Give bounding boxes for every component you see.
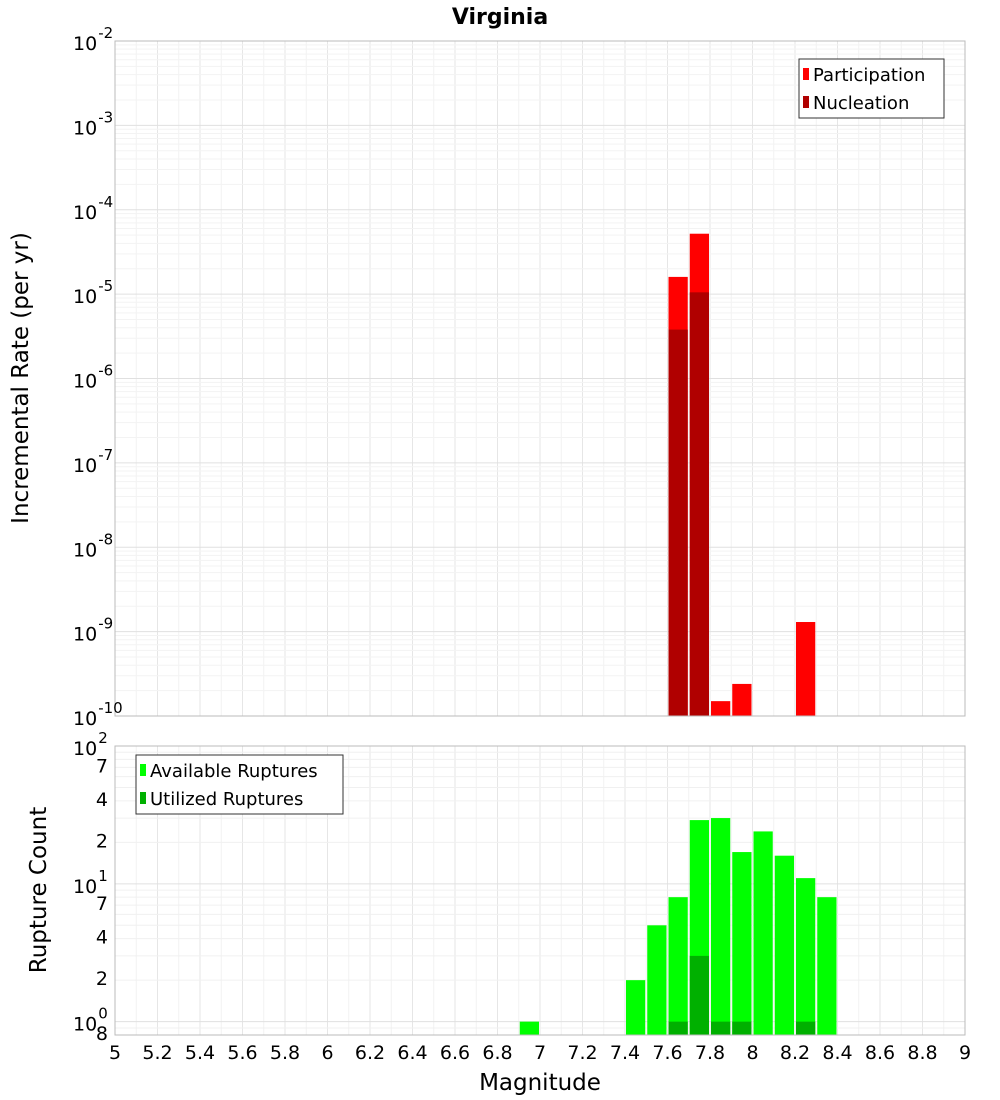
y-tick-label: 10-4 <box>73 193 113 224</box>
y-tick-exponent: -2 <box>98 24 113 42</box>
x-tick-label: 8 <box>746 1042 758 1064</box>
x-tick-label: 5.4 <box>185 1042 215 1064</box>
top-plot-border <box>114 40 966 717</box>
y-tick-exponent: -4 <box>98 193 113 211</box>
y-tick-label: 4 <box>96 927 108 949</box>
y-tick-label: 10-10 <box>73 699 123 730</box>
legend-swatch <box>140 764 146 776</box>
bottom-plot-border <box>114 745 966 1036</box>
top-y-axis-title: Incremental Rate (per yr) <box>8 232 34 524</box>
bar <box>668 1021 688 1035</box>
x-tick-label: 5 <box>109 1042 121 1064</box>
bottom-legend: Available Ruptures Utilized Ruptures <box>135 754 344 815</box>
bar <box>689 292 709 716</box>
bar <box>817 897 837 1035</box>
x-tick-labels: 5 5.2 5.4 5.6 5.8 6 6.2 6.4 6.6 6.8 7 7.2 7.4 7.6 7.8 8… <box>109 1042 971 1064</box>
y-tick-exponent: -9 <box>98 615 113 633</box>
x-tick-label: 7.2 <box>567 1042 597 1064</box>
x-tick-label: 7.8 <box>695 1042 725 1064</box>
y-tick-exponent: -7 <box>98 446 113 464</box>
y-tick-exponent: -5 <box>98 277 113 295</box>
bar <box>796 878 816 1035</box>
legend-swatch <box>140 792 146 804</box>
bar <box>647 925 667 1035</box>
legend-box <box>798 58 945 119</box>
legend-label: Available Ruptures <box>150 761 318 782</box>
y-tick-label: 10-8 <box>73 530 113 561</box>
x-tick-label: 5.6 <box>227 1042 257 1064</box>
y-tick-label: 10-9 <box>73 615 113 646</box>
bar <box>519 1021 539 1035</box>
x-axis-title: Magnitude <box>479 1070 601 1096</box>
y-tick-exponent: -6 <box>98 362 113 380</box>
x-tick-label: 9 <box>959 1042 971 1064</box>
y-tick-label: 10-7 <box>73 446 113 477</box>
x-tick-label: 7 <box>534 1042 546 1064</box>
top-gridlines <box>115 41 965 717</box>
x-tick-label: 6.8 <box>482 1042 512 1064</box>
bar <box>668 329 688 716</box>
bar <box>711 1021 731 1035</box>
legend-box <box>135 754 344 815</box>
y-tick-exponent: 0 <box>98 1005 108 1023</box>
x-tick-label: 6.4 <box>397 1042 427 1064</box>
y-tick-exponent: 1 <box>98 867 108 885</box>
y-tick-label: 8 <box>96 1023 108 1045</box>
bottom-y-axis-title: Rupture Count <box>26 807 52 973</box>
y-tick-label: 10-3 <box>73 108 113 139</box>
bar <box>711 701 731 716</box>
top-legend: Participation Nucleation <box>798 58 945 119</box>
bar <box>753 831 773 1035</box>
x-tick-label: 8.8 <box>907 1042 937 1064</box>
y-tick-label: 10-2 <box>73 24 113 55</box>
x-tick-label: 5.2 <box>142 1042 172 1064</box>
y-tick-label: 7 <box>96 893 108 915</box>
bar <box>732 852 752 1035</box>
bar <box>711 818 731 1035</box>
y-tick-exponent: -3 <box>98 108 113 126</box>
y-tick-label: 10-5 <box>73 277 113 308</box>
x-tick-label: 7.4 <box>610 1042 640 1064</box>
x-tick-label: 7.6 <box>652 1042 682 1064</box>
x-tick-label: 6.2 <box>355 1042 385 1064</box>
y-tick-exponent: -10 <box>98 699 123 717</box>
y-tick-label: 2 <box>96 968 108 990</box>
bar <box>732 683 752 716</box>
y-tick-label: 2 <box>96 830 108 852</box>
legend-label: Nucleation <box>813 93 909 114</box>
bar <box>796 622 816 716</box>
bar <box>732 1021 752 1035</box>
bar <box>626 980 646 1035</box>
y-tick-label: 7 <box>96 755 108 777</box>
legend-label: Participation <box>813 65 925 86</box>
bar <box>774 855 794 1035</box>
legend-swatch <box>803 68 809 80</box>
y-tick-label: 10-6 <box>73 362 113 393</box>
top-bars <box>668 233 816 716</box>
y-tick-exponent: -8 <box>98 530 113 548</box>
x-tick-label: 6 <box>321 1042 333 1064</box>
legend-swatch <box>803 96 809 108</box>
x-tick-label: 8.2 <box>780 1042 810 1064</box>
y-tick-label: 4 <box>96 789 108 811</box>
x-tick-label: 8.4 <box>822 1042 852 1064</box>
bar <box>689 955 709 1035</box>
legend-label: Utilized Ruptures <box>150 789 303 810</box>
x-tick-label: 8.6 <box>865 1042 895 1064</box>
y-tick-exponent: 2 <box>98 729 108 747</box>
bar <box>796 1021 816 1035</box>
x-tick-label: 6.6 <box>440 1042 470 1064</box>
chart-title: Virginia <box>452 5 548 30</box>
bottom-bars <box>519 818 837 1035</box>
bar <box>668 897 688 1035</box>
x-tick-label: 5.8 <box>270 1042 300 1064</box>
